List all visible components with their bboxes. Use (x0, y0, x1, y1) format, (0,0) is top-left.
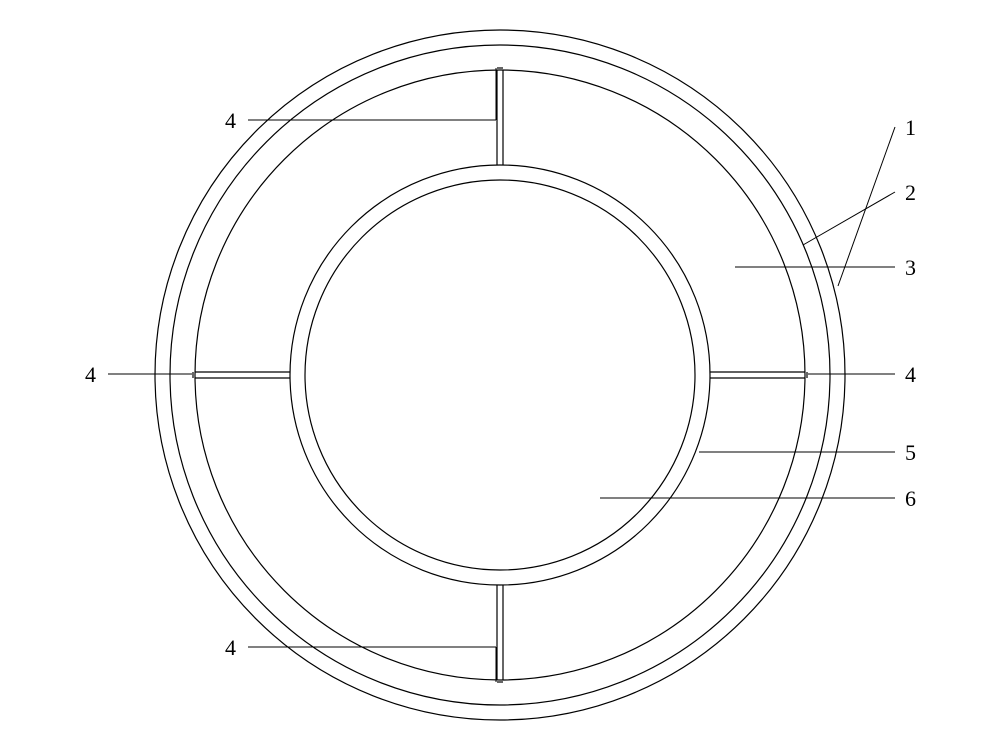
diagram-svg (0, 0, 1000, 749)
ring-outermost (155, 30, 845, 720)
ring-outer-inner (170, 45, 830, 705)
ring-inner-inner (305, 180, 695, 570)
label-l3: 3 (905, 255, 916, 281)
ring-inner-outer (290, 165, 710, 585)
label-l1: 1 (905, 115, 916, 141)
leader-l2 (803, 192, 895, 245)
leader-l1 (838, 127, 895, 286)
label-l5: 5 (905, 440, 916, 466)
label-l4t: 4 (225, 108, 236, 134)
label-l4b: 4 (225, 635, 236, 661)
label-l2: 2 (905, 180, 916, 206)
ring-mid-outer (195, 70, 805, 680)
label-l6: 6 (905, 486, 916, 512)
label-l4r: 4 (905, 362, 916, 388)
label-l4l: 4 (85, 362, 96, 388)
